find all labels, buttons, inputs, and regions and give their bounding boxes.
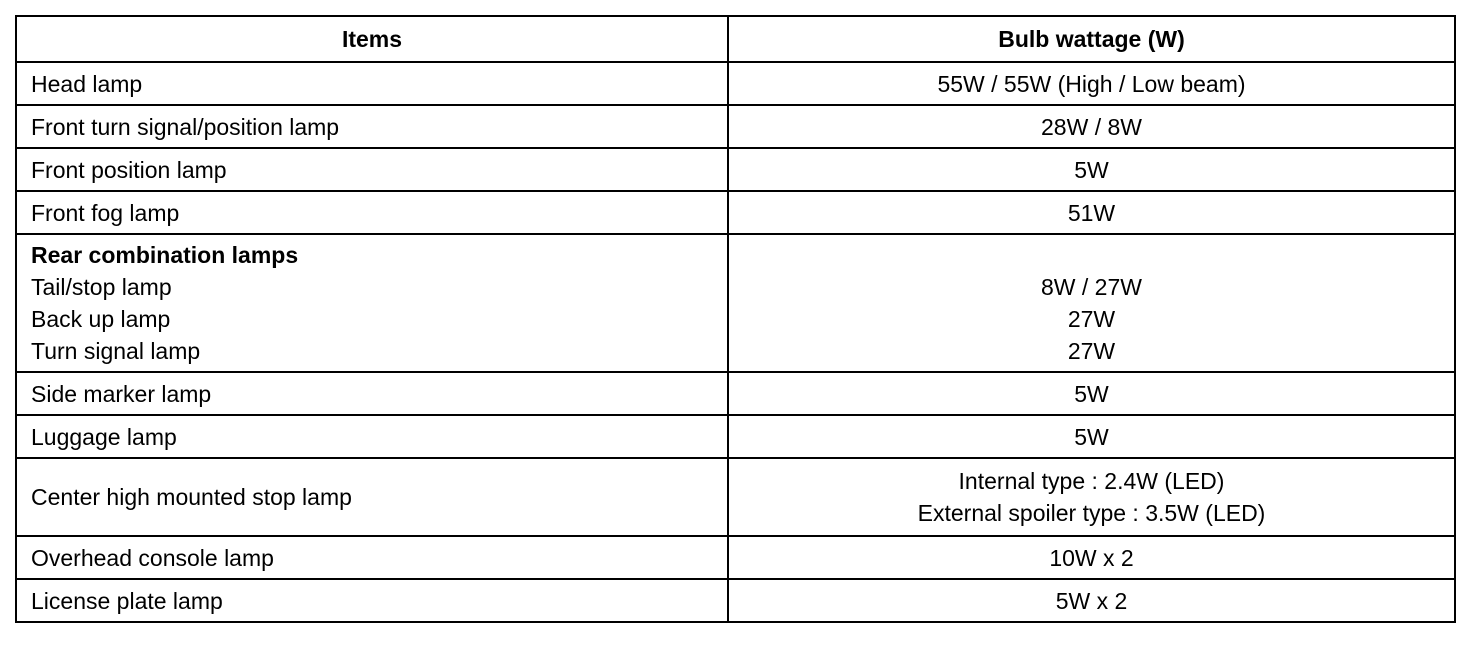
value-cell: 5W [727,414,1456,459]
table-row: Center high mounted stop lamp Internal t… [15,457,1456,537]
value-cell: 5W [727,147,1456,192]
item-cell: Overhead console lamp [15,535,729,580]
value-line: 27W [1067,306,1116,332]
value-line: Internal type : 2.4W (LED) [958,468,1225,494]
value-cell: Internal type : 2.4W (LED) External spoi… [727,457,1456,537]
table-row: Front fog lamp 51W [15,190,1456,235]
table-row: Front turn signal/position lamp 28W / 8W [15,104,1456,149]
item-cell: Front position lamp [15,147,729,192]
header-items: Items [15,15,729,63]
table-row: Overhead console lamp 10W x 2 [15,535,1456,580]
item-cell: Head lamp [15,61,729,106]
header-bulb-wattage: Bulb wattage (W) [727,15,1456,63]
value-cell: 51W [727,190,1456,235]
value-cell: 5W [727,371,1456,416]
value-line: External spoiler type : 3.5W (LED) [917,500,1266,526]
item-cell: Side marker lamp [15,371,729,416]
value-line: 8W / 27W [1041,274,1142,300]
item-cell: Luggage lamp [15,414,729,459]
table-row: License plate lamp 5W x 2 [15,578,1456,623]
value-cell: 8W / 27W 27W 27W [727,233,1456,373]
item-cell: Front fog lamp [15,190,729,235]
header-row: Items Bulb wattage (W) [15,15,1456,63]
bulb-wattage-table: Items Bulb wattage (W) Head lamp 55W / 5… [15,15,1456,623]
item-line: Back up lamp [31,306,171,332]
item-cell: Front turn signal/position lamp [15,104,729,149]
value-cell: 55W / 55W (High / Low beam) [727,61,1456,106]
item-line: Turn signal lamp [31,338,201,364]
table-row: Head lamp 55W / 55W (High / Low beam) [15,61,1456,106]
item-cell: Center high mounted stop lamp [15,457,729,537]
value-cell: 5W x 2 [727,578,1456,623]
item-line: Tail/stop lamp [31,274,172,300]
table-row: Front position lamp 5W [15,147,1456,192]
table-row: Side marker lamp 5W [15,371,1456,416]
table-row-rear-combination: Rear combination lamps Tail/stop lamp Ba… [15,233,1456,373]
value-cell: 10W x 2 [727,535,1456,580]
value-cell: 28W / 8W [727,104,1456,149]
group-heading: Rear combination lamps [31,242,299,268]
item-cell: License plate lamp [15,578,729,623]
table-row: Luggage lamp 5W [15,414,1456,459]
value-line: 27W [1067,338,1116,364]
item-cell: Rear combination lamps Tail/stop lamp Ba… [15,233,729,373]
